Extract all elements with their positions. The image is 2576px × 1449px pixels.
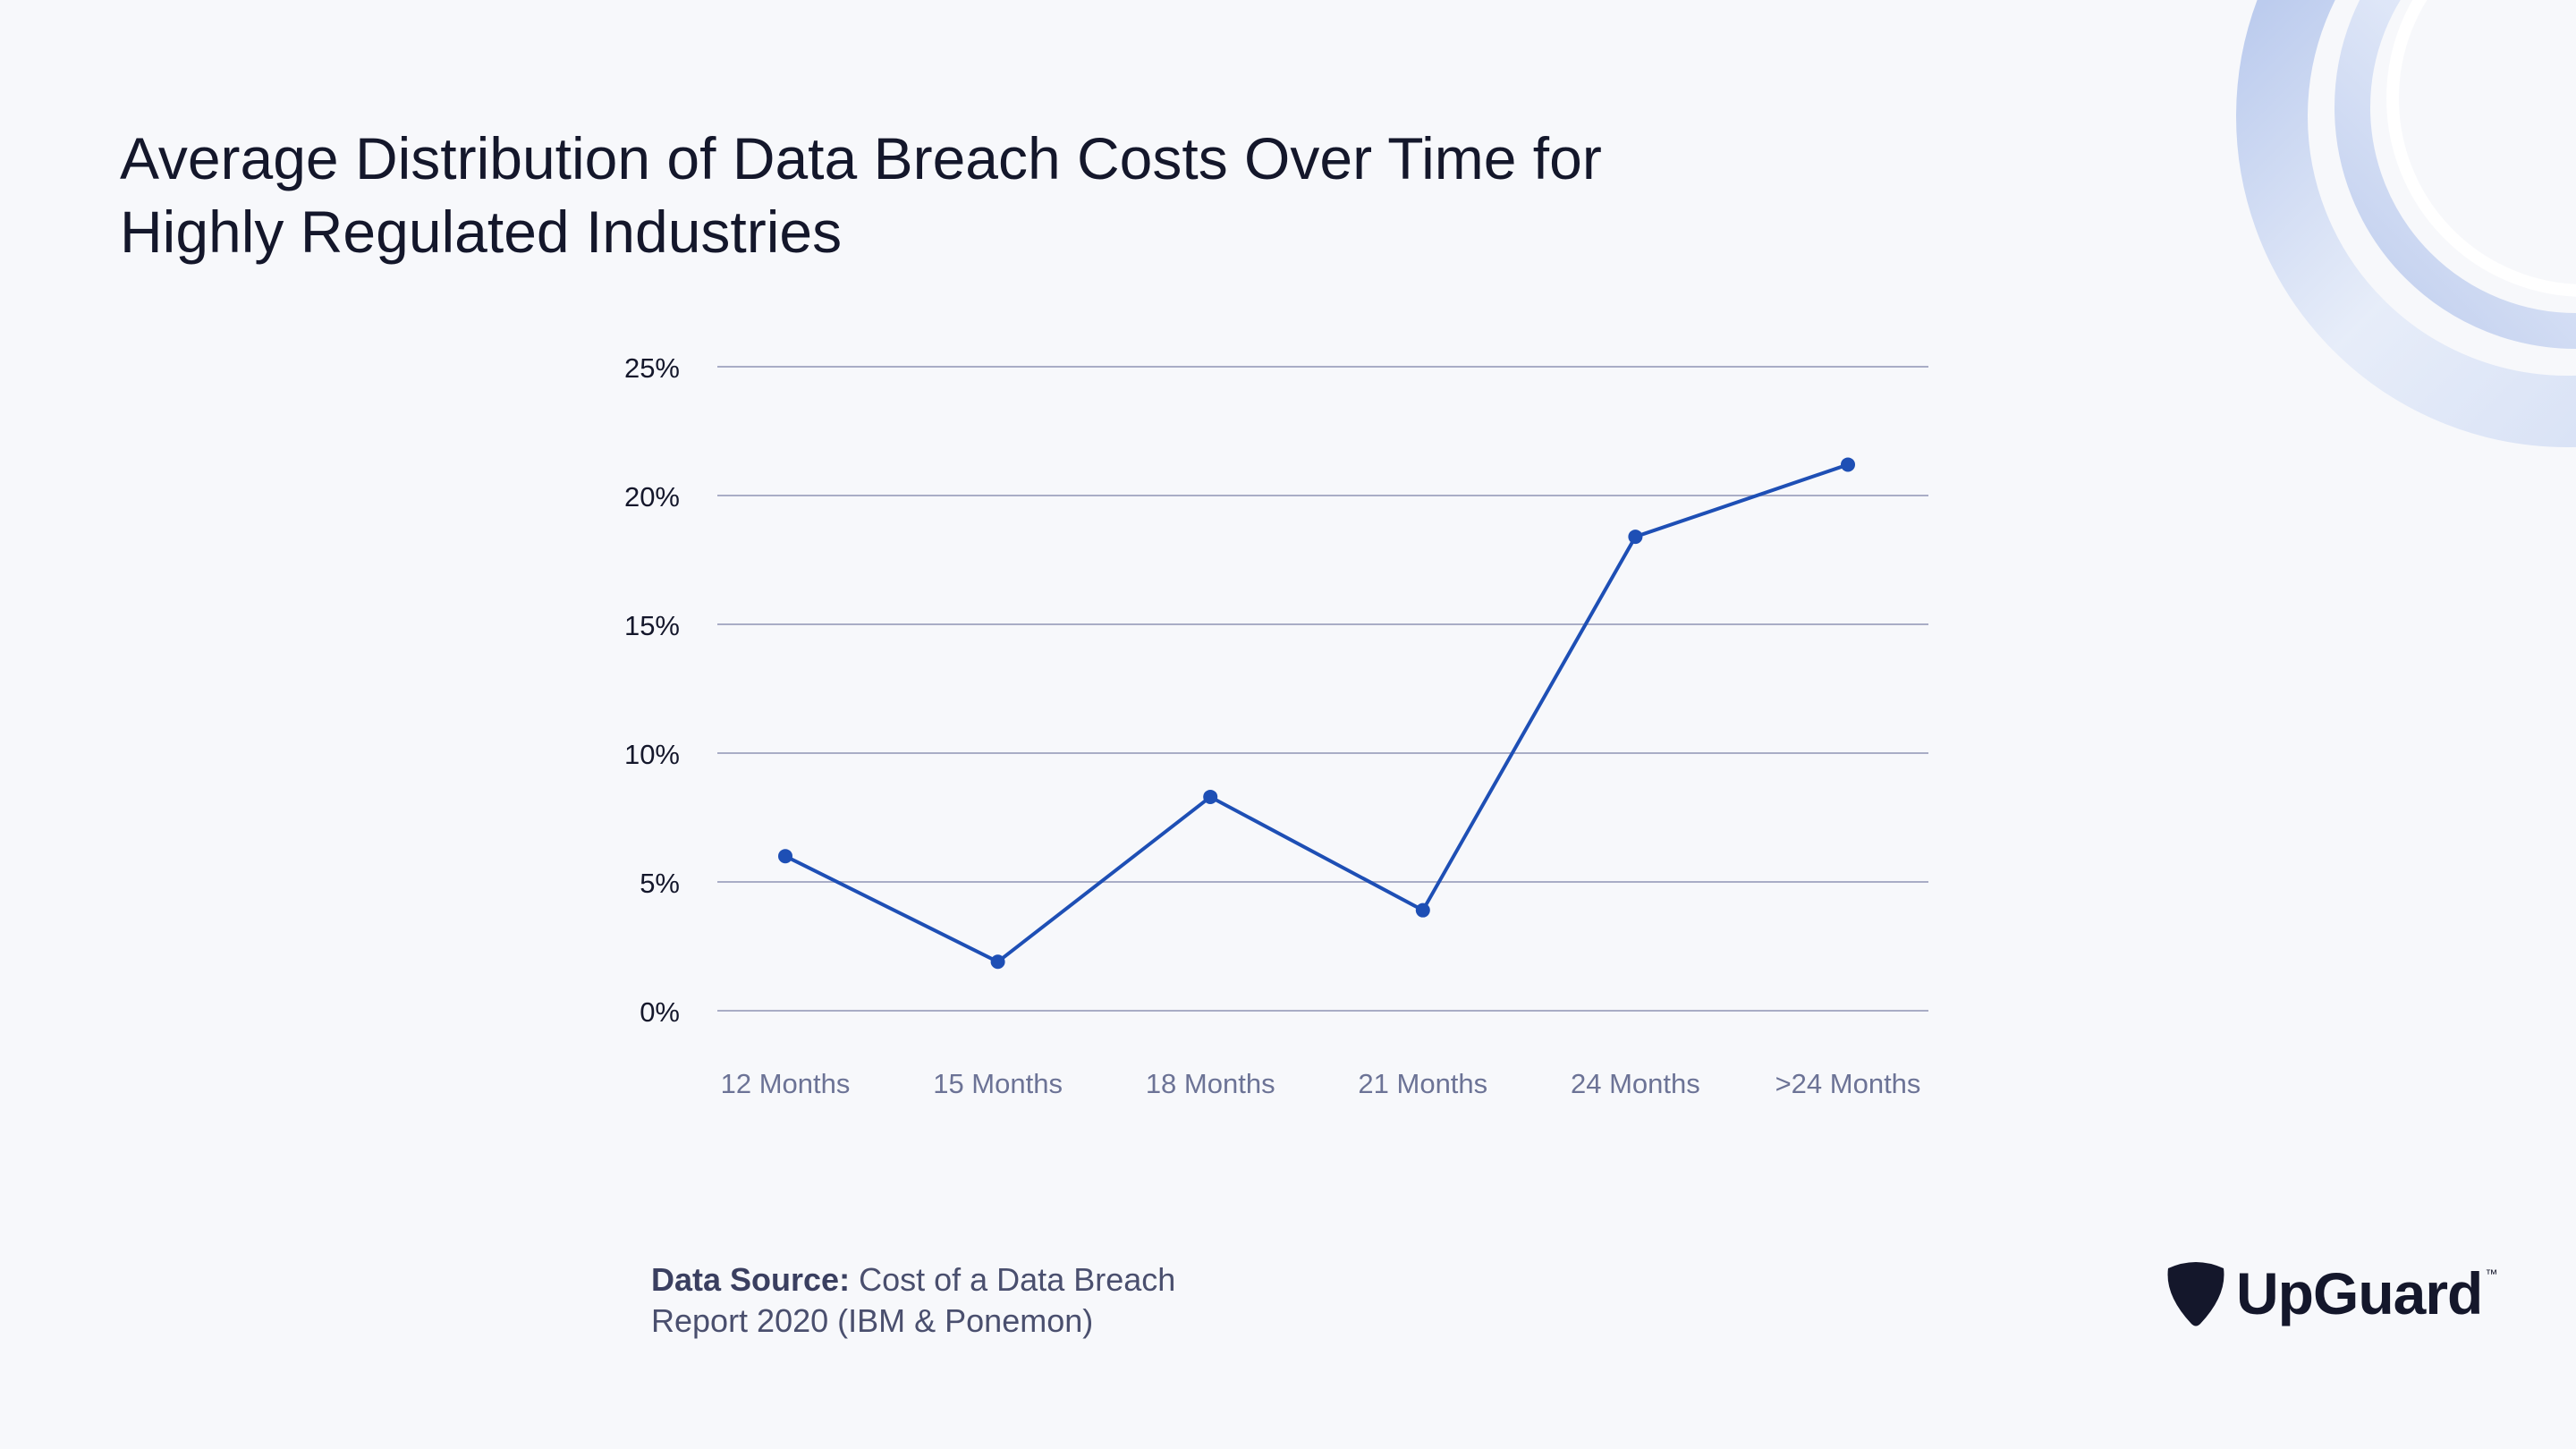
y-tick-label: 20% (624, 481, 680, 513)
x-tick-label: 21 Months (1358, 1068, 1487, 1099)
x-tick-label: 24 Months (1571, 1068, 1700, 1099)
data-source-note: Data Source: Cost of a Data Breach Repor… (651, 1259, 1175, 1342)
x-tick-label: 18 Months (1146, 1068, 1275, 1099)
y-tick-label: 5% (640, 868, 680, 899)
y-tick-label: 25% (624, 352, 680, 384)
x-tick-label: 12 Months (721, 1068, 851, 1099)
data-point (778, 849, 792, 864)
data-point (1841, 457, 1855, 472)
y-tick-label: 15% (624, 610, 680, 641)
data-point (1415, 902, 1430, 918)
y-tick-label: 0% (640, 996, 680, 1028)
source-label: Data Source: (651, 1261, 851, 1298)
decorative-rings-graphic (2236, 0, 2576, 447)
data-point (1203, 789, 1218, 804)
pick-shield-icon (2167, 1262, 2224, 1326)
x-tick-label: 15 Months (933, 1068, 1063, 1099)
data-point (990, 954, 1005, 970)
y-tick-label: 10% (624, 739, 680, 770)
x-tick-label: >24 Months (1775, 1068, 1921, 1099)
source-text-1: Cost of a Data Breach (859, 1261, 1176, 1298)
upguard-logo: UpGuard ™ (2165, 1259, 2497, 1327)
logo-wordmark: UpGuard ™ (2236, 1260, 2497, 1326)
chart-title: Average Distribution of Data Breach Cost… (120, 122, 1819, 268)
series-line (784, 462, 1849, 964)
source-text-2: Report 2020 (IBM & Ponemon) (651, 1302, 1094, 1339)
data-point (1628, 530, 1643, 545)
title-line-1: Average Distribution of Data Breach Cost… (120, 125, 1602, 191)
title-line-2: Highly Regulated Industries (120, 199, 843, 265)
